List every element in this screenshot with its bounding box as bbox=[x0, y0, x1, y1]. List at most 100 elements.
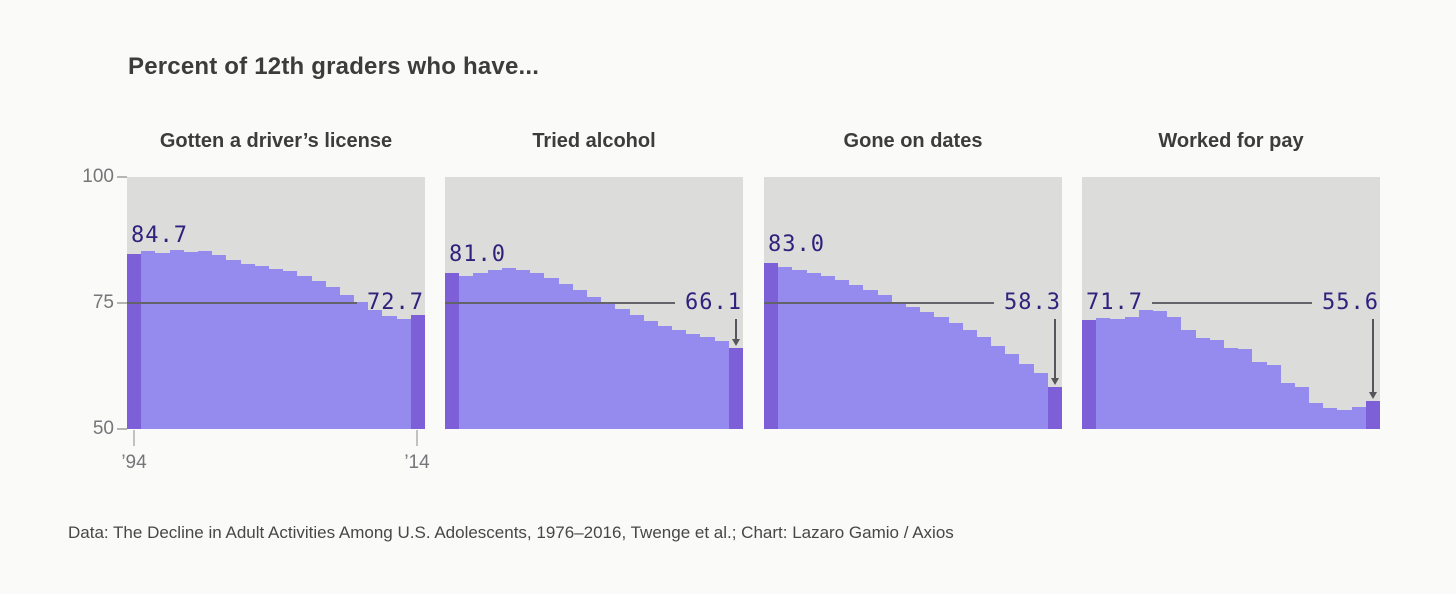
bar-2012 bbox=[1337, 409, 1352, 429]
bar-2004 bbox=[1223, 348, 1239, 429]
bar-2004 bbox=[586, 297, 602, 429]
bar-2007 bbox=[311, 281, 326, 429]
bar-1999 bbox=[515, 269, 531, 429]
bar-2009 bbox=[339, 294, 355, 429]
end-value-label: 72.7 bbox=[367, 290, 424, 315]
y-axis-label-50: 50 bbox=[92, 418, 114, 439]
bar-2008 bbox=[325, 287, 340, 429]
bar-2013 bbox=[396, 318, 411, 429]
bar-2010 bbox=[354, 302, 369, 429]
end-arrow bbox=[1050, 319, 1059, 386]
end-value-label: 55.6 bbox=[1322, 290, 1379, 315]
y-axis-label-100: 100 bbox=[82, 166, 114, 187]
plot-area: 71.7 55.6 bbox=[1082, 177, 1380, 429]
bar-1995 bbox=[141, 250, 156, 429]
bar-2010 bbox=[672, 330, 687, 429]
bar-1996 bbox=[473, 272, 488, 429]
start-value-label: 83.0 bbox=[768, 231, 825, 257]
end-arrow bbox=[731, 319, 740, 346]
bar-2005 bbox=[920, 312, 935, 429]
x-axis-label-94: ’94 bbox=[121, 452, 147, 473]
end-value-label: 58.3 bbox=[1004, 290, 1061, 315]
bar-2011 bbox=[1323, 408, 1338, 429]
bar-1994 bbox=[764, 262, 779, 429]
bar-2003 bbox=[254, 266, 269, 429]
end-value-label: 66.1 bbox=[685, 290, 742, 315]
bar-1998 bbox=[183, 252, 198, 429]
bar-2013 bbox=[714, 340, 729, 429]
bar-1999 bbox=[197, 251, 213, 429]
bar-2000 bbox=[1167, 316, 1182, 429]
bar-1995 bbox=[778, 266, 793, 429]
plot-area: 83.0 58.3 bbox=[764, 177, 1062, 429]
page-title: Percent of 12th graders who have... bbox=[128, 53, 540, 80]
chart-title: Gone on dates bbox=[843, 130, 983, 152]
bar-1996 bbox=[792, 269, 807, 429]
bar-2014 bbox=[1047, 387, 1062, 429]
bar-1994 bbox=[127, 254, 142, 429]
bar-2013 bbox=[1033, 373, 1048, 429]
chart-worked-for-pay: Worked for pay 71.7 55.6 bbox=[1082, 128, 1380, 429]
bar-2007 bbox=[1266, 365, 1281, 429]
bar-2000 bbox=[212, 255, 227, 429]
bars-layer bbox=[445, 177, 743, 429]
bar-2003 bbox=[891, 301, 906, 429]
bar-2001 bbox=[226, 259, 241, 429]
bar-1999 bbox=[834, 280, 850, 429]
bar-2003 bbox=[1209, 339, 1224, 429]
plot-area: 81.0 66.1 bbox=[445, 177, 743, 429]
bar-2007 bbox=[629, 315, 644, 429]
chart-drivers-license: Gotten a driver’s license 84.7 72.7 bbox=[127, 128, 425, 429]
reference-line-75 bbox=[764, 302, 994, 304]
bar-2002 bbox=[558, 284, 573, 429]
bars-layer bbox=[764, 177, 1062, 429]
reference-line-75 bbox=[445, 302, 675, 304]
footer-credit: Data: The Decline in Adult Activities Am… bbox=[68, 523, 954, 542]
bar-2006 bbox=[1252, 361, 1267, 429]
bar-2011 bbox=[1005, 354, 1020, 429]
bar-2006 bbox=[934, 317, 949, 429]
bar-2000 bbox=[530, 273, 545, 429]
bar-2005 bbox=[601, 303, 616, 429]
bar-1994 bbox=[445, 272, 460, 429]
bar-2007 bbox=[948, 323, 963, 429]
bar-2011 bbox=[368, 309, 383, 429]
bar-2002 bbox=[877, 295, 892, 429]
bar-2010 bbox=[991, 345, 1006, 429]
bar-1995 bbox=[1096, 318, 1111, 429]
bar-2006 bbox=[297, 276, 312, 429]
start-value-label: 84.7 bbox=[131, 223, 188, 249]
bar-2004 bbox=[268, 268, 284, 429]
bar-2005 bbox=[283, 270, 298, 429]
bar-2003 bbox=[572, 290, 587, 429]
bar-2004 bbox=[905, 307, 921, 429]
bar-2012 bbox=[382, 316, 397, 429]
bar-2011 bbox=[686, 334, 701, 429]
y-axis-tick bbox=[117, 176, 127, 178]
bar-2009 bbox=[657, 325, 673, 429]
bar-1997 bbox=[169, 249, 184, 429]
bar-2001 bbox=[863, 289, 878, 429]
reference-line-75 bbox=[127, 302, 357, 304]
end-arrow bbox=[1368, 319, 1377, 399]
x-axis-tick-94 bbox=[133, 430, 135, 446]
bar-1995 bbox=[459, 275, 474, 429]
chart-gone-on-dates: Gone on dates 83.0 58.3 bbox=[764, 128, 1062, 429]
chart-title: Worked for pay bbox=[1158, 130, 1304, 152]
bar-2014 bbox=[1365, 400, 1380, 429]
reference-line-75 bbox=[1152, 302, 1312, 304]
bar-2005 bbox=[1238, 349, 1253, 429]
bar-1997 bbox=[1124, 316, 1139, 429]
chart-title: Gotten a driver’s license bbox=[159, 130, 393, 152]
start-value-label: 71.7 bbox=[1086, 290, 1143, 315]
start-value-label: 81.0 bbox=[449, 241, 506, 267]
chart-title: Tried alcohol bbox=[532, 130, 656, 152]
bars-layer bbox=[1082, 177, 1380, 429]
bar-2002 bbox=[240, 264, 255, 429]
bar-1996 bbox=[155, 252, 170, 429]
bar-2010 bbox=[1309, 403, 1324, 429]
bar-2006 bbox=[615, 309, 630, 429]
bar-1998 bbox=[820, 276, 835, 429]
bar-2000 bbox=[849, 284, 864, 429]
y-axis-tick bbox=[117, 302, 127, 304]
